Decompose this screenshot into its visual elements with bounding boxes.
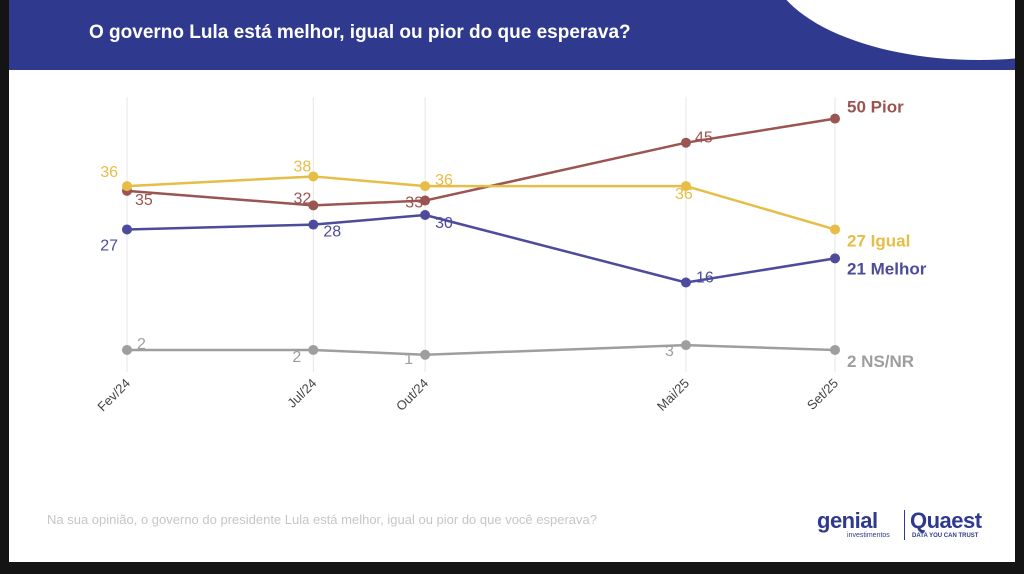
data-label: 2 — [292, 349, 301, 366]
data-point — [308, 344, 319, 355]
data-point — [420, 210, 431, 220]
data-point — [420, 349, 431, 360]
data-point — [122, 344, 132, 355]
data-point — [830, 253, 840, 264]
quaest-tagline: DATA YOU CAN TRUST — [912, 533, 979, 539]
data-point — [680, 181, 691, 192]
slide: O governo Lula está melhor, igual ou pio… — [9, 0, 1015, 562]
data-point — [830, 113, 840, 124]
data-label: 28 — [323, 224, 341, 241]
brand-logos: genial investimentos Quaest DATA YOU CAN… — [817, 508, 997, 544]
data-point — [830, 224, 840, 235]
data-point — [122, 181, 132, 192]
series-end-label: 2 NS/NR — [847, 352, 914, 371]
data-point — [122, 224, 132, 235]
data-point — [680, 340, 691, 351]
data-label: 1 — [404, 351, 413, 368]
data-point — [308, 219, 319, 230]
genial-logo-subtitle: investimentos — [847, 532, 890, 539]
data-label: 27 — [100, 237, 118, 254]
data-point — [680, 137, 691, 148]
x-tick-label: Fev/24 — [94, 376, 133, 415]
data-point — [308, 171, 319, 182]
data-label: 32 — [294, 190, 312, 207]
logo-separator — [904, 510, 905, 540]
x-tick-label: Mai/25 — [654, 376, 692, 414]
data-label: 36 — [675, 186, 693, 203]
data-label: 36 — [435, 172, 453, 189]
data-label: 38 — [294, 158, 312, 175]
data-point — [680, 277, 691, 288]
genial-logo: genial — [817, 508, 878, 533]
data-point — [420, 195, 431, 206]
data-label: 30 — [435, 215, 453, 232]
data-label: 33 — [405, 195, 423, 212]
data-point — [308, 200, 319, 211]
survey-question: Na sua opinião, o governo do presidente … — [47, 512, 597, 527]
quaest-logo: Quaest — [910, 508, 982, 533]
data-point — [420, 181, 431, 192]
series-end-label: 50 Pior — [847, 98, 904, 117]
data-label: 35 — [135, 192, 153, 209]
series-line-ns-nr — [127, 343, 836, 357]
data-label: 45 — [695, 130, 713, 147]
data-label: 36 — [100, 164, 118, 181]
data-label: 16 — [696, 269, 714, 286]
data-point — [830, 344, 840, 355]
x-tick-label: Set/25 — [804, 376, 841, 413]
series-line-melhor — [126, 213, 836, 284]
series-line-igual — [126, 175, 836, 231]
x-tick-label: Out/24 — [393, 376, 431, 414]
chart-title: O governo Lula está melhor, igual ou pio… — [89, 22, 631, 43]
data-label: 2 — [137, 336, 146, 353]
series-end-label: 27 Igual — [847, 231, 910, 250]
x-tick-label: Jul/24 — [284, 376, 319, 411]
data-label: 3 — [665, 343, 674, 360]
series-line-pior — [126, 117, 836, 207]
series-end-label: 21 Melhor — [847, 259, 927, 278]
header-banner: O governo Lula está melhor, igual ou pio… — [9, 0, 1015, 70]
